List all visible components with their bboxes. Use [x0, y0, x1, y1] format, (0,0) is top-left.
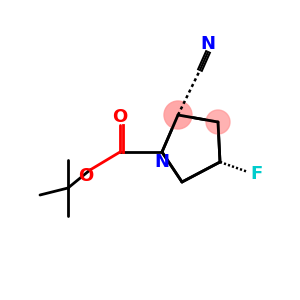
Text: O: O	[112, 108, 128, 126]
Text: N: N	[200, 35, 215, 53]
Text: F: F	[250, 165, 262, 183]
Circle shape	[164, 101, 192, 129]
Text: O: O	[78, 167, 94, 185]
Text: N: N	[154, 153, 169, 171]
Circle shape	[206, 110, 230, 134]
